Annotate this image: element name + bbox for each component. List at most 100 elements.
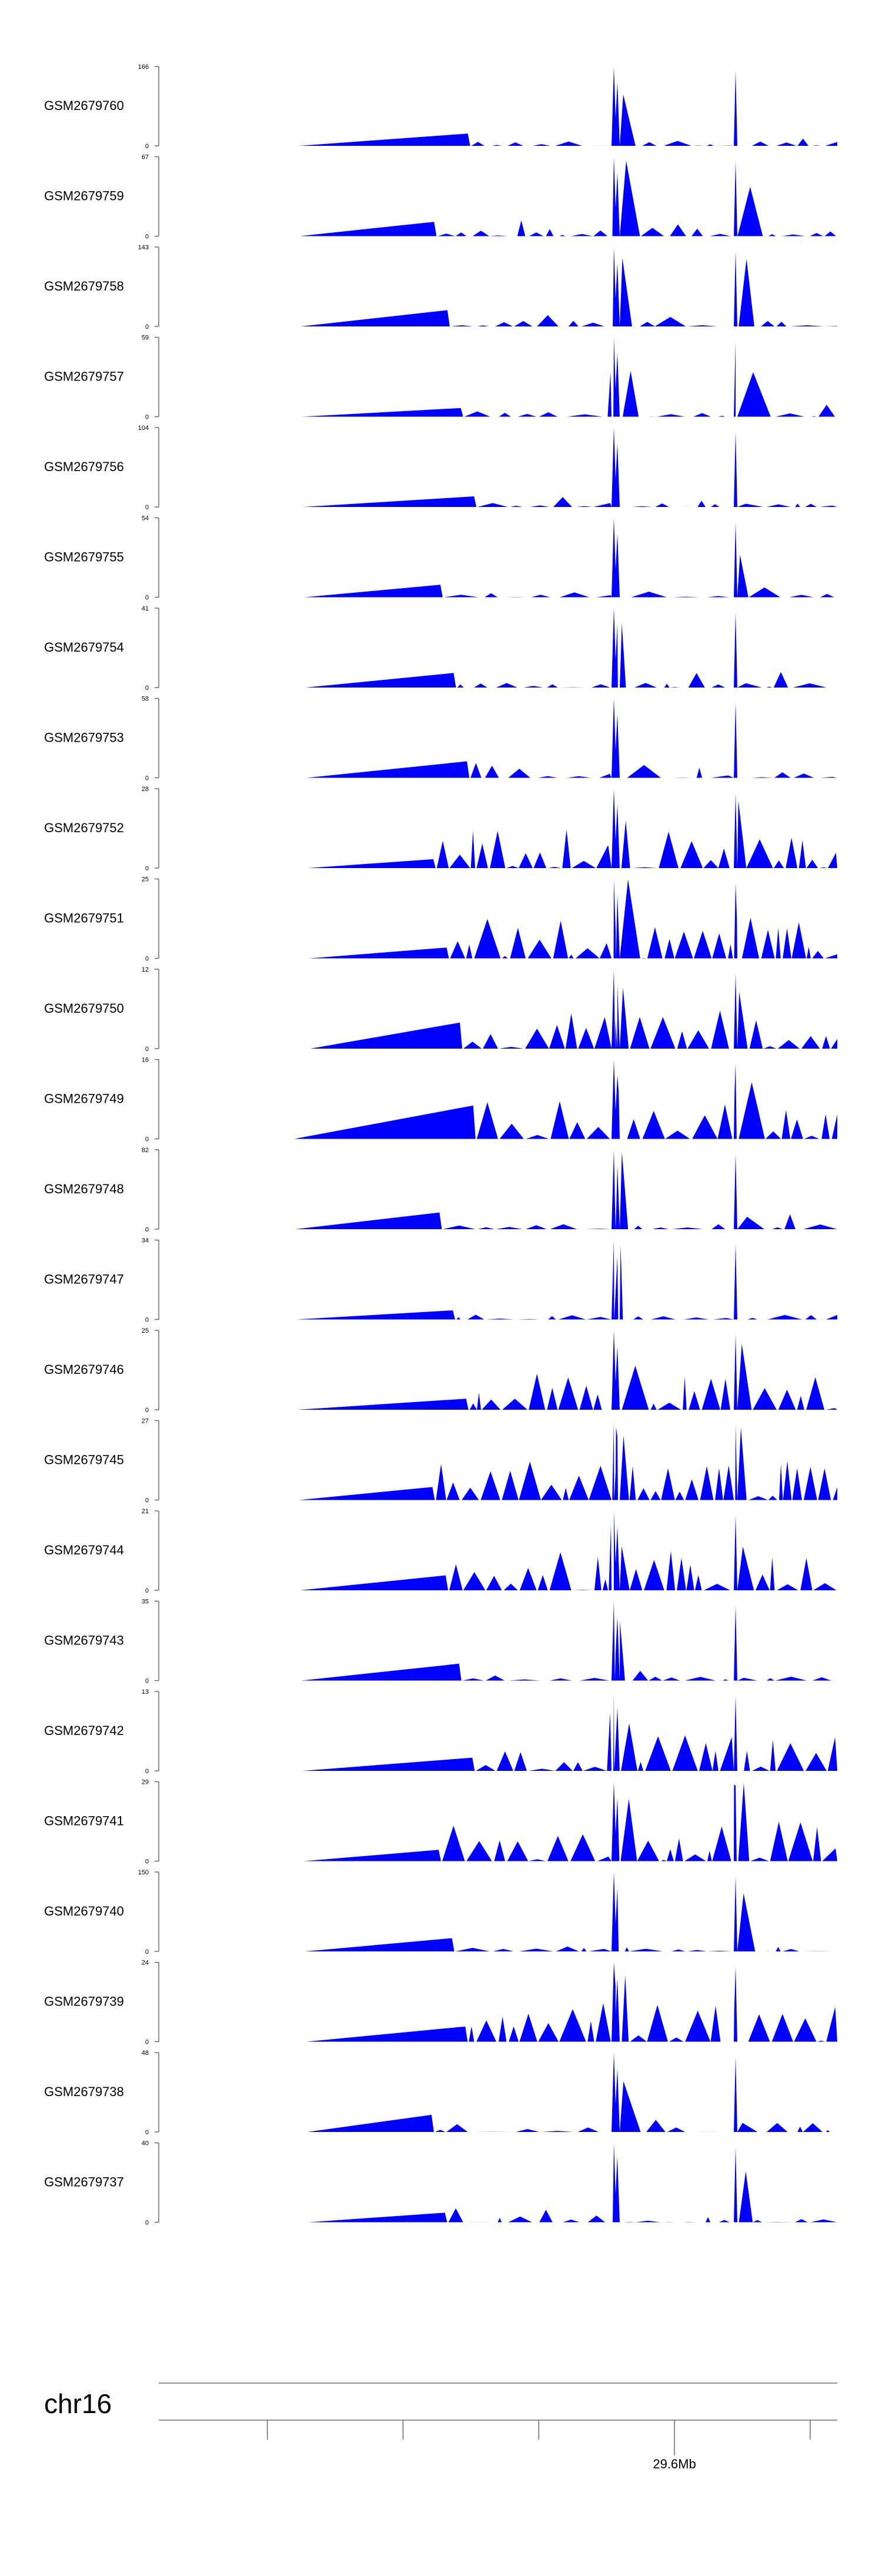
track-ymin-label: 0 — [145, 1226, 149, 1233]
coverage-area — [308, 2143, 837, 2223]
track-GSM2679752: GSM2679752 28 0 — [44, 786, 837, 872]
track-ymax-label: 41 — [142, 605, 149, 612]
track-ymin-label: 0 — [145, 1136, 149, 1143]
coverage-area — [303, 1781, 837, 1861]
track-ymax-label: 27 — [142, 1418, 149, 1425]
track-GSM2679750: GSM2679750 12 0 — [44, 966, 837, 1053]
track-ymax-label: 21 — [142, 1508, 149, 1515]
track-label: GSM2679752 — [44, 820, 124, 835]
coverage-area — [308, 789, 837, 868]
track-label: GSM2679749 — [44, 1092, 124, 1106]
track-ymin-label: 0 — [145, 1768, 149, 1775]
track-label: GSM2679753 — [44, 730, 124, 745]
track-GSM2679759: GSM2679759 67 0 — [44, 154, 837, 241]
track-ymax-label: 25 — [142, 1327, 149, 1334]
track-ymax-label: 24 — [142, 1960, 149, 1967]
track-GSM2679751: GSM2679751 25 0 — [44, 876, 837, 963]
track-GSM2679753: GSM2679753 58 0 — [44, 696, 837, 782]
track-ymin-label: 0 — [145, 865, 149, 872]
track-ymin-label: 0 — [145, 1678, 149, 1685]
coverage-area — [294, 1059, 838, 1139]
track-label: GSM2679743 — [44, 1633, 124, 1648]
track-ymax-label: 34 — [142, 1237, 149, 1244]
coverage-area — [310, 969, 837, 1049]
track-GSM2679760: GSM2679760 166 0 — [44, 64, 837, 150]
track-GSM2679742: GSM2679742 13 0 — [44, 1689, 837, 1775]
track-ymax-label: 16 — [142, 1057, 149, 1064]
track-GSM2679741: GSM2679741 29 0 — [44, 1779, 837, 1866]
track-label: GSM2679757 — [44, 369, 124, 384]
track-label: GSM2679745 — [44, 1453, 124, 1467]
coverage-area — [302, 1691, 837, 1771]
track-GSM2679745: GSM2679745 27 0 — [44, 1418, 837, 1504]
track-GSM2679740: GSM2679740 150 0 — [44, 1869, 837, 1956]
track-ymin-label: 0 — [145, 323, 149, 331]
position-label: 29.6Mb — [653, 2457, 696, 2471]
track-ymax-label: 59 — [142, 335, 149, 342]
track-ymax-label: 25 — [142, 876, 149, 883]
track-label: GSM2679751 — [44, 911, 124, 926]
track-ymax-label: 143 — [138, 244, 149, 251]
track-GSM2679758: GSM2679758 143 0 — [44, 244, 837, 331]
coverage-area — [304, 518, 837, 598]
coverage-area — [296, 1240, 837, 1320]
track-label: GSM2679742 — [44, 1723, 124, 1738]
track-ymax-label: 12 — [142, 966, 149, 973]
track-ymin-label: 0 — [145, 414, 149, 421]
track-GSM2679737: GSM2679737 40 0 — [44, 2140, 837, 2227]
track-ymin-label: 0 — [145, 1858, 149, 1866]
track-GSM2679748: GSM2679748 82 0 — [44, 1147, 838, 1233]
coverage-area — [300, 247, 837, 326]
track-label: GSM2679744 — [44, 1543, 124, 1557]
track-label: GSM2679760 — [44, 98, 124, 113]
track-label: GSM2679755 — [44, 550, 124, 565]
coverage-area — [298, 1330, 837, 1410]
track-ymax-label: 82 — [142, 1147, 149, 1154]
track-GSM2679743: GSM2679743 35 0 — [44, 1599, 837, 1685]
track-GSM2679749: GSM2679749 16 0 — [44, 1057, 838, 1143]
track-ymin-label: 0 — [145, 143, 149, 150]
track-ymax-label: 35 — [142, 1599, 149, 1606]
genome-axis: chr16 29.6Mb — [44, 2383, 837, 2471]
track-label: GSM2679756 — [44, 459, 124, 474]
track-GSM2679755: GSM2679755 54 0 — [44, 515, 837, 602]
coverage-area — [298, 66, 837, 146]
axis-ticks — [266, 2420, 811, 2455]
coverage-area — [301, 1601, 837, 1681]
chromosome-label: chr16 — [44, 2388, 112, 2419]
track-ymin-label: 0 — [145, 504, 149, 511]
coverage-area — [303, 428, 837, 507]
coverage-area — [299, 156, 837, 236]
track-ymin-label: 0 — [145, 1046, 149, 1053]
coverage-area — [305, 1872, 837, 1951]
track-ymin-label: 0 — [145, 956, 149, 963]
track-ymin-label: 0 — [145, 2129, 149, 2136]
track-GSM2679754: GSM2679754 41 0 — [44, 605, 837, 692]
track-GSM2679739: GSM2679739 24 0 — [44, 1960, 837, 2046]
track-ymax-label: 67 — [142, 154, 149, 161]
track-label: GSM2679737 — [44, 2175, 124, 2190]
track-ymax-label: 28 — [142, 786, 149, 793]
track-ymin-label: 0 — [145, 1497, 149, 1504]
tracks-layer: GSM2679760 166 0 GSM2679759 67 0 GSM2679758 143… — [44, 64, 838, 2227]
track-ymax-label: 48 — [142, 2050, 149, 2057]
track-ymin-label: 0 — [145, 685, 149, 692]
track-label: GSM2679754 — [44, 640, 124, 655]
track-ymin-label: 0 — [145, 1407, 149, 1414]
track-label: GSM2679741 — [44, 1814, 124, 1828]
track-GSM2679746: GSM2679746 25 0 — [44, 1327, 837, 1414]
coverage-area — [300, 1511, 837, 1590]
track-label: GSM2679739 — [44, 1994, 124, 2009]
track-GSM2679744: GSM2679744 21 0 — [44, 1508, 837, 1594]
track-ymin-label: 0 — [145, 775, 149, 782]
track-GSM2679756: GSM2679756 104 0 — [44, 425, 837, 511]
track-ymin-label: 0 — [145, 1948, 149, 1956]
coverage-area — [307, 2053, 837, 2132]
track-label: GSM2679740 — [44, 1904, 124, 1918]
track-ymax-label: 166 — [138, 64, 149, 71]
track-ymin-label: 0 — [145, 2039, 149, 2046]
coverage-area — [306, 698, 837, 778]
track-ymin-label: 0 — [145, 1317, 149, 1324]
track-ymin-label: 0 — [145, 233, 149, 241]
track-label: GSM2679759 — [44, 189, 124, 203]
